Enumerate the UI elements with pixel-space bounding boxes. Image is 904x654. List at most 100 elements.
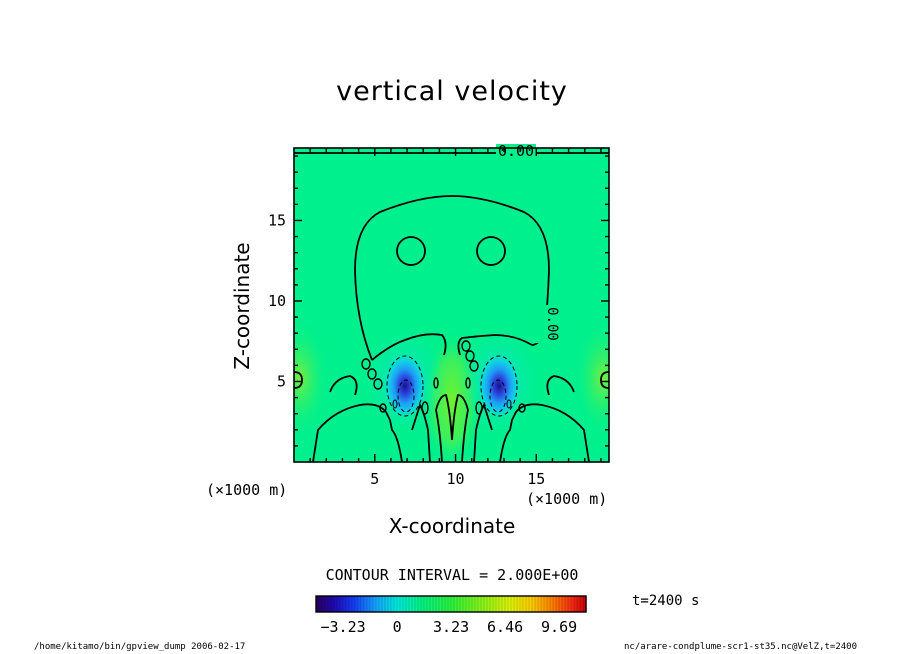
negative-contours bbox=[386, 355, 518, 417]
colorbar-cell bbox=[514, 596, 518, 612]
colorbar-cell bbox=[583, 596, 587, 612]
colorbar-cell bbox=[496, 596, 500, 612]
colorbar-cell bbox=[352, 596, 356, 612]
colorbar-cell bbox=[436, 596, 440, 612]
colorbar-cell bbox=[442, 596, 446, 612]
colorbar-cell bbox=[472, 596, 476, 612]
colorbar-cell bbox=[571, 596, 575, 612]
colorbar-cell bbox=[385, 596, 389, 612]
x-tick-label: 15 bbox=[527, 470, 545, 488]
colorbar-cell bbox=[580, 596, 584, 612]
colorbar-cell bbox=[364, 596, 368, 612]
footer-source-path: /home/kitamo/bin/gpview_dump 2006-02-17 bbox=[34, 642, 246, 652]
colorbar-cell bbox=[517, 596, 521, 612]
colorbar-cell bbox=[481, 596, 485, 612]
colorbar-tick-label: 6.46 bbox=[487, 618, 523, 636]
colorbar-cell bbox=[559, 596, 563, 612]
colorbar-cell bbox=[577, 596, 581, 612]
colorbar-cell bbox=[334, 596, 338, 612]
colorbar-cell bbox=[403, 596, 407, 612]
colorbar-cell bbox=[520, 596, 524, 612]
colorbar-cell bbox=[490, 596, 494, 612]
colorbar-cell bbox=[433, 596, 437, 612]
colorbar-cell bbox=[469, 596, 473, 612]
colorbar-cell bbox=[466, 596, 470, 612]
colorbar-cell bbox=[397, 596, 401, 612]
colorbar-cell bbox=[328, 596, 332, 612]
colorbar-cell bbox=[547, 596, 551, 612]
colorbar-cell bbox=[493, 596, 497, 612]
colorbar-cell bbox=[556, 596, 560, 612]
colorbar-cells bbox=[316, 596, 587, 612]
colorbar-cell bbox=[355, 596, 359, 612]
colorbar-cell bbox=[412, 596, 416, 612]
colorbar-cell bbox=[373, 596, 377, 612]
colorbar-cell bbox=[568, 596, 572, 612]
colorbar-cell bbox=[484, 596, 488, 612]
colorbar-cell bbox=[418, 596, 422, 612]
colorbar-cell bbox=[544, 596, 548, 612]
colorbar-cell bbox=[460, 596, 464, 612]
colorbar-cell bbox=[451, 596, 455, 612]
colorbar-cell bbox=[427, 596, 431, 612]
colorbar-cell bbox=[511, 596, 515, 612]
colorbar-cell bbox=[316, 596, 320, 612]
colorbar-cell bbox=[550, 596, 554, 612]
colorbar-cell bbox=[319, 596, 323, 612]
colorbar-cell bbox=[400, 596, 404, 612]
colorbar-cell bbox=[343, 596, 347, 612]
colorbar-cell bbox=[388, 596, 392, 612]
colorbar-cell bbox=[454, 596, 458, 612]
x-tick-label: 10 bbox=[447, 470, 465, 488]
colorbar-cell bbox=[463, 596, 467, 612]
colorbar-cell bbox=[379, 596, 383, 612]
x-axis-label: X-coordinate bbox=[388, 514, 516, 538]
colorbar-cell bbox=[394, 596, 398, 612]
colorbar-cell bbox=[325, 596, 329, 612]
colorbar-cell bbox=[565, 596, 569, 612]
colorbar-cell bbox=[538, 596, 542, 612]
z-unit-label: (×1000 m) bbox=[206, 481, 288, 499]
colorbar-cell bbox=[367, 596, 371, 612]
colorbar-cell bbox=[457, 596, 461, 612]
colorbar-cell bbox=[526, 596, 530, 612]
colorbar-cell bbox=[508, 596, 512, 612]
y-tick-label: 5 bbox=[277, 372, 286, 390]
colorbar-cell bbox=[349, 596, 353, 612]
colorbar-cell bbox=[430, 596, 434, 612]
contour-interval-label: CONTOUR INTERVAL = 2.000E+00 bbox=[325, 566, 579, 584]
colorbar-cell bbox=[529, 596, 533, 612]
axis-ticks bbox=[294, 148, 609, 462]
colorbar-cell bbox=[415, 596, 419, 612]
colorbar-cell bbox=[391, 596, 395, 612]
contour-label-side: 0.00 bbox=[544, 307, 560, 341]
y-tick-label: 15 bbox=[268, 211, 286, 229]
colorbar-tick-label: 0 bbox=[393, 618, 402, 636]
colorbar-cell bbox=[337, 596, 341, 612]
colorbar-cell bbox=[340, 596, 344, 612]
contour-label-top: 0.00 bbox=[498, 142, 534, 160]
colorbar-ticks: −3.23 0 3.23 6.46 9.69 bbox=[321, 618, 578, 636]
colorbar-cell bbox=[535, 596, 539, 612]
colorbar-cell bbox=[487, 596, 491, 612]
colorbar-cell bbox=[574, 596, 578, 612]
plot-frame bbox=[293, 147, 610, 463]
colorbar-cell bbox=[370, 596, 374, 612]
colorbar-frame bbox=[315, 595, 587, 613]
colorbar-cell bbox=[448, 596, 452, 612]
colorbar-cell bbox=[475, 596, 479, 612]
x-unit-label: (×1000 m) bbox=[526, 490, 608, 508]
colorbar-cell bbox=[478, 596, 482, 612]
colorbar-cell bbox=[376, 596, 380, 612]
colorbar-cell bbox=[424, 596, 428, 612]
colorbar-cell bbox=[445, 596, 449, 612]
colorbar-tick-label: 3.23 bbox=[433, 618, 469, 636]
colorbar-cell bbox=[406, 596, 410, 612]
colorbar-cell bbox=[322, 596, 326, 612]
colorbar-cell bbox=[532, 596, 536, 612]
time-label: t=2400 s bbox=[632, 593, 700, 609]
y-tick-label: 10 bbox=[268, 292, 286, 310]
small-contours bbox=[361, 340, 526, 415]
